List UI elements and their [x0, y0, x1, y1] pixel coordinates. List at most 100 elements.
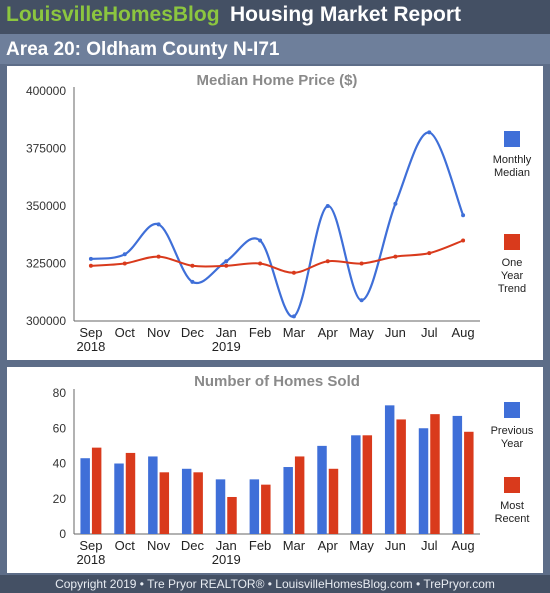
x-tick-label: Oct — [115, 325, 136, 340]
data-point — [393, 254, 398, 259]
header-banner — [0, 0, 550, 34]
legend-swatch — [504, 234, 520, 250]
legend-label: Previous — [491, 425, 534, 437]
legend-label: Most — [500, 500, 524, 512]
series-line-one-year-trend — [90, 239, 464, 274]
x-year-label: 2018 — [76, 552, 105, 567]
chart-title: Number of Homes Sold — [194, 373, 360, 390]
area-title: Area 20: Oldham County N-I71 — [6, 39, 280, 60]
price-chart-panel: Median Home Price ($) 300000 325000 350000 3… — [7, 66, 543, 360]
x-tick-label: Mar — [283, 538, 306, 553]
legend-label: Year — [501, 438, 524, 450]
chart-title: Median Home Price ($) — [197, 72, 358, 89]
x-year-label: 2018 — [76, 339, 105, 354]
data-point — [88, 263, 93, 268]
x-tick-label: Apr — [318, 325, 339, 340]
bar-most-recent — [464, 431, 474, 534]
x-year-label: 2019 — [212, 339, 241, 354]
legend-label: One — [502, 257, 523, 269]
legend-label: Year — [501, 270, 524, 282]
bar-most-recent — [91, 447, 102, 534]
bar-previous-year — [249, 479, 260, 534]
data-point — [258, 238, 263, 243]
data-point — [156, 222, 161, 227]
data-point — [393, 201, 398, 206]
bar-most-recent — [261, 484, 271, 534]
y-tick-label: 300000 — [26, 314, 66, 328]
bar-most-recent — [430, 414, 440, 534]
data-point — [325, 204, 330, 208]
x-tick-label: Mar — [283, 325, 306, 340]
data-point — [224, 263, 229, 268]
bar-previous-year — [351, 435, 361, 534]
footer-copyright: Copyright 2019 • Tre Pryor REALTOR® • Lo… — [0, 575, 550, 593]
data-point — [190, 279, 195, 284]
data-point — [122, 252, 127, 257]
bar-previous-year — [215, 479, 226, 534]
x-tick-label: Feb — [249, 538, 271, 553]
data-point — [122, 261, 127, 266]
brand-part-2: Homes — [102, 3, 173, 26]
y-tick-label: 375000 — [26, 142, 66, 156]
x-tick-label: Jul — [421, 538, 438, 553]
x-tick-label: Jan — [216, 325, 237, 340]
bar-most-recent — [159, 472, 170, 534]
bar-most-recent — [396, 419, 406, 534]
data-point — [88, 256, 93, 261]
x-tick-label: Sep — [79, 325, 102, 340]
data-point — [258, 261, 263, 266]
y-tick-label: 325000 — [26, 257, 66, 271]
data-point — [224, 259, 229, 264]
bar-previous-year — [384, 405, 395, 534]
brand-logo: LouisvilleHomesBlog — [6, 3, 220, 27]
bar-previous-year — [114, 463, 124, 534]
data-point — [427, 251, 432, 256]
bar-previous-year — [181, 468, 192, 534]
bar-most-recent — [193, 472, 203, 534]
data-point — [461, 213, 466, 218]
data-point — [461, 238, 466, 243]
y-tick-label: 0 — [59, 527, 66, 541]
data-point — [427, 130, 432, 135]
legend-label: Monthly — [493, 154, 532, 166]
x-tick-label: Jun — [385, 538, 406, 553]
x-tick-label: May — [349, 325, 374, 340]
bar-most-recent — [227, 496, 237, 534]
x-tick-label: Aug — [452, 538, 475, 553]
bar-most-recent — [125, 452, 136, 534]
legend-label: Trend — [498, 283, 526, 295]
sales-chart-panel: Number of Homes Sold 0 20 40 60 80 Sep 2018 Oct N… — [7, 367, 543, 573]
x-tick-label: Jul — [421, 325, 438, 340]
bar-previous-year — [317, 445, 327, 534]
brand-part-3: Blog — [172, 3, 220, 26]
y-tick-label: 40 — [53, 457, 67, 471]
legend-swatch — [504, 477, 520, 493]
median-price-chart: Median Home Price ($) 300000 325000 350000 3… — [26, 72, 532, 354]
x-tick-label: Nov — [147, 325, 171, 340]
bar-most-recent — [362, 435, 373, 534]
area-bar — [0, 34, 550, 64]
legend-swatch — [504, 131, 520, 147]
y-tick-label: 80 — [53, 386, 67, 400]
bar-most-recent — [294, 456, 305, 534]
x-tick-label: Nov — [147, 538, 171, 553]
bar-previous-year — [80, 458, 90, 534]
legend-swatch — [504, 402, 520, 418]
x-tick-label: Jan — [216, 538, 237, 553]
y-tick-label: 20 — [53, 492, 67, 506]
bar-previous-year — [418, 428, 429, 534]
y-tick-label: 350000 — [26, 199, 66, 213]
x-tick-label: Apr — [318, 538, 339, 553]
data-point — [325, 259, 330, 264]
data-point — [190, 263, 195, 268]
x-tick-label: Feb — [249, 325, 271, 340]
brand-part-1: Louisville — [6, 3, 103, 26]
legend-label: Median — [494, 167, 530, 179]
report-title: Housing Market Report — [230, 3, 462, 26]
x-tick-label: Dec — [181, 325, 205, 340]
data-point — [359, 261, 364, 266]
legend-label: Recent — [495, 513, 530, 525]
x-tick-label: May — [349, 538, 374, 553]
y-tick-label: 60 — [53, 421, 67, 435]
